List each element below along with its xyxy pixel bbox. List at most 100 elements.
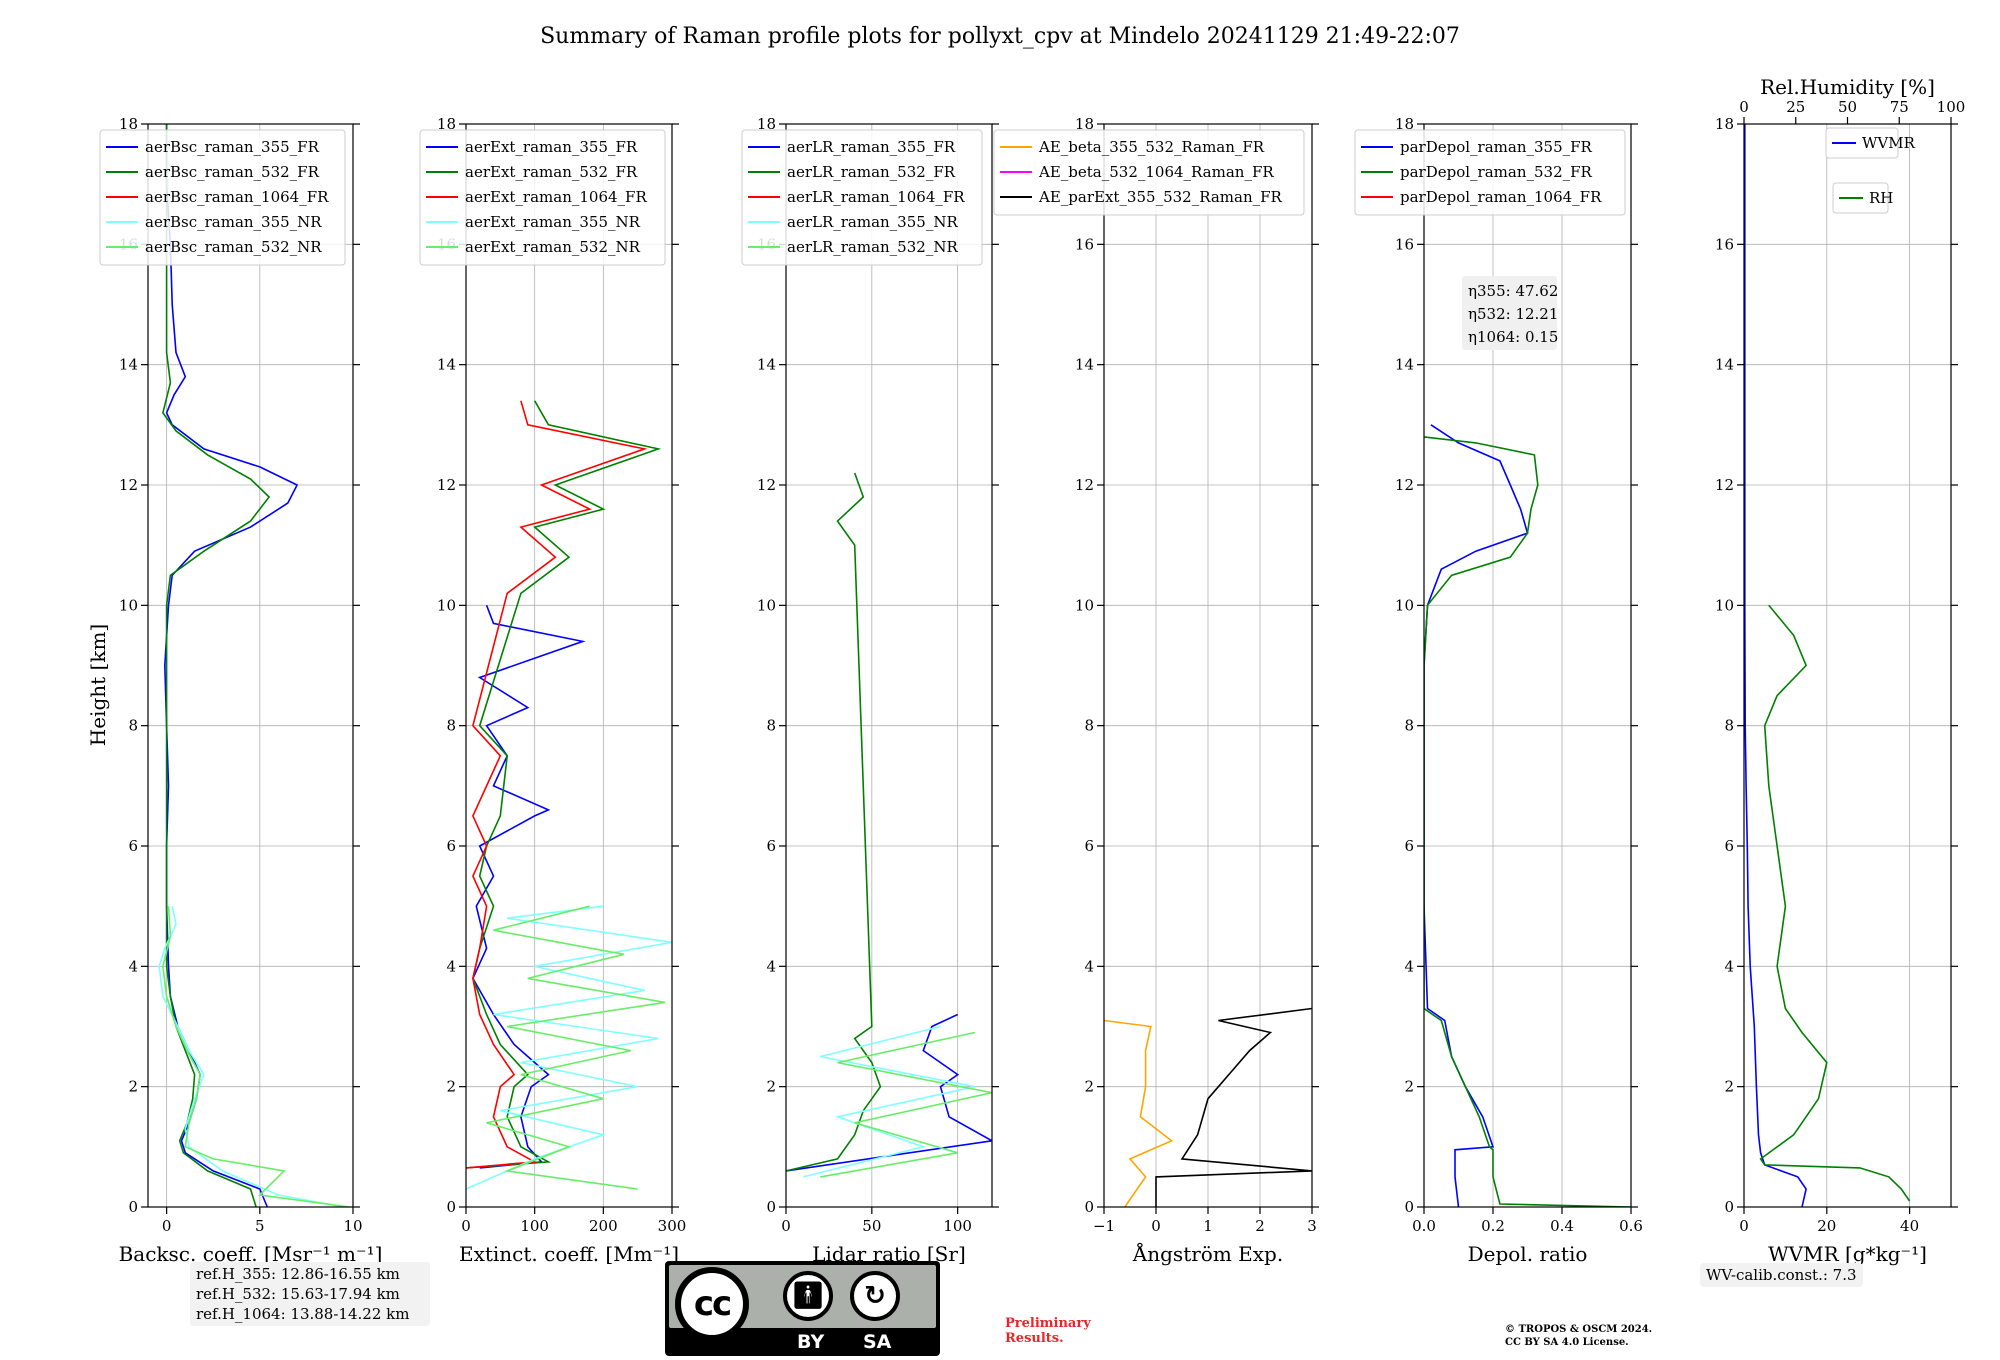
legend-label: AE_parExt_355_532_Raman_FR — [1038, 188, 1283, 206]
y-tick-label: 14 — [119, 356, 138, 374]
x-tick-label: 0 — [162, 1217, 172, 1235]
cc-logo-icon: cc — [675, 1267, 749, 1341]
x-tick-label: 0 — [1151, 1217, 1161, 1235]
y-tick-label: 4 — [1084, 957, 1094, 975]
x-tick-label: −1 — [1093, 1217, 1115, 1235]
y-tick-label: 0 — [766, 1198, 776, 1216]
eta-annotation: η1064: 0.15 — [1468, 328, 1558, 346]
series-line-aerLR_raman_355_NR — [803, 1025, 975, 1178]
cc-by-label: BY — [797, 1331, 825, 1353]
y-tick-label: 14 — [437, 356, 456, 374]
series-line-aerLR_raman_355_FR — [786, 1013, 992, 1172]
legend-label: aerBsc_raman_355_FR — [145, 138, 320, 156]
y-tick-label: 0 — [1724, 1198, 1734, 1216]
x-tick-label: 0 — [461, 1217, 471, 1235]
y-tick-label: 4 — [446, 957, 456, 975]
axes-frame — [1743, 123, 1952, 1208]
y-tick-label: 14 — [1715, 356, 1734, 374]
y-tick-label: 2 — [128, 1078, 138, 1096]
series-line-aerExt_raman_532_NR — [486, 905, 666, 1190]
x-axis-label: Extinct. coeff. [Mm⁻¹] — [459, 1242, 679, 1266]
y-axis-label: Height [km] — [86, 624, 110, 746]
y-tick-label: 8 — [766, 717, 776, 735]
x-tick-label: 300 — [658, 1217, 687, 1235]
legend-label: parDepol_raman_532_FR — [1400, 163, 1593, 181]
legend-label: aerLR_raman_355_FR — [787, 138, 956, 156]
preliminary-line-2: Results. — [1005, 1331, 1064, 1346]
top-tick-label: 100 — [1937, 98, 1966, 116]
y-tick-label: 18 — [1395, 115, 1414, 133]
top-axis-label: Rel.Humidity [%] — [1760, 75, 1935, 99]
y-tick-label: 8 — [128, 717, 138, 735]
y-tick-label: 18 — [437, 115, 456, 133]
y-tick-label: 0 — [1084, 1198, 1094, 1216]
legend-box — [1354, 129, 1626, 216]
y-tick-label: 2 — [1404, 1078, 1414, 1096]
top-tick-label: 75 — [1890, 98, 1909, 116]
legend-box — [1825, 127, 1899, 159]
series-line-AE_beta_355_532_Raman_FR — [1104, 1019, 1174, 1207]
series-line-parDepol_raman_355_FR — [1424, 424, 1529, 1207]
y-tick-label: 16 — [1395, 235, 1414, 253]
legend-label: AE_beta_355_532_Raman_FR — [1038, 138, 1265, 156]
x-tick-label: 2 — [1255, 1217, 1265, 1235]
series-line-aerLR_raman_532_FR — [786, 472, 882, 1172]
series-line-AE_parExt_355_532_Raman_FR — [1155, 1007, 1312, 1207]
panel-wv: 0 2 4 6 8 10 12 14 16 18 0 20 40 WVMR [g*kg⁻¹] 0 25 50 75… — [1715, 75, 1965, 1266]
y-tick-label: 4 — [766, 957, 776, 975]
ref-height-355: ref.H_355: 12.86-16.55 km — [196, 1265, 400, 1283]
panel-bsc: 0246810121416180510Backsc. coeff. [Msr⁻¹… — [99, 115, 382, 1266]
x-tick-label: 50 — [862, 1217, 881, 1235]
eta-annotation: η355: 47.62 — [1468, 282, 1558, 300]
x-tick-label: 1 — [1203, 1217, 1213, 1235]
legend-label: aerExt_raman_1064_FR — [465, 188, 647, 206]
panel-depol: 0 2 4 6 8 10 12 14 16 18 0.0 0.2 0.4 0.6 Depol. ratio p… — [1354, 115, 1643, 1266]
figure-title: Summary of Raman profile plots for polly… — [540, 24, 1460, 49]
series-line-aerExt_raman_1064_FR — [466, 400, 648, 1169]
y-tick-label: 10 — [437, 596, 456, 614]
wv-calibration-box: WV-calib.const.: 7.3 — [1700, 1263, 1863, 1287]
legend-box — [741, 129, 983, 266]
series-line-aerExt_raman_355_FR — [472, 605, 586, 1169]
y-tick-label: 12 — [1715, 476, 1734, 494]
ref-height-1064: ref.H_1064: 13.88-14.22 km — [196, 1305, 410, 1323]
legend-label: aerLR_raman_355_NR — [787, 213, 958, 231]
x-tick-label: 0 — [1739, 1217, 1749, 1235]
legend-label: aerExt_raman_532_FR — [465, 163, 638, 181]
axes-frame — [785, 123, 993, 1208]
y-tick-label: 16 — [1075, 235, 1094, 253]
x-tick-label: 100 — [943, 1217, 972, 1235]
top-tick-label: 25 — [1786, 98, 1805, 116]
legend-label: aerExt_raman_355_FR — [465, 138, 638, 156]
y-tick-label: 4 — [1404, 957, 1414, 975]
series-line-aerExt_raman_355_NR — [466, 905, 672, 1190]
legend-label: aerLR_raman_1064_FR — [787, 188, 965, 206]
y-tick-label: 6 — [1404, 837, 1414, 855]
y-tick-label: 8 — [1084, 717, 1094, 735]
y-tick-label: 6 — [128, 837, 138, 855]
y-tick-label: 0 — [1404, 1198, 1414, 1216]
y-tick-label: 10 — [1715, 596, 1734, 614]
top-tick-label: 50 — [1838, 98, 1857, 116]
y-tick-label: 10 — [757, 596, 776, 614]
y-tick-label: 6 — [446, 837, 456, 855]
series-line-aerBsc_raman_532_FR — [162, 124, 271, 1207]
x-axis-label: Depol. ratio — [1468, 1242, 1588, 1266]
legend-label: aerExt_raman_532_NR — [465, 238, 641, 256]
x-tick-label: 0.4 — [1550, 1217, 1574, 1235]
preliminary-note: Preliminary Results. — [1005, 1316, 1125, 1346]
y-tick-label: 4 — [1724, 957, 1734, 975]
series-line-aerBsc_raman_532_NR — [162, 906, 350, 1207]
y-tick-label: 18 — [757, 115, 776, 133]
x-tick-label: 0.6 — [1619, 1217, 1643, 1235]
y-tick-label: 10 — [1395, 596, 1414, 614]
y-tick-label: 12 — [1395, 476, 1414, 494]
y-tick-label: 2 — [1724, 1078, 1734, 1096]
y-tick-label: 4 — [128, 957, 138, 975]
series-line-parDepol_raman_532_FR — [1424, 436, 1631, 1207]
attribution-person-icon: 🚹︎ — [783, 1271, 833, 1321]
legend-label: aerBsc_raman_532_FR — [145, 163, 320, 181]
x-tick-label: 0.0 — [1412, 1217, 1436, 1235]
legend-label: AE_beta_532_1064_Raman_FR — [1038, 163, 1274, 181]
